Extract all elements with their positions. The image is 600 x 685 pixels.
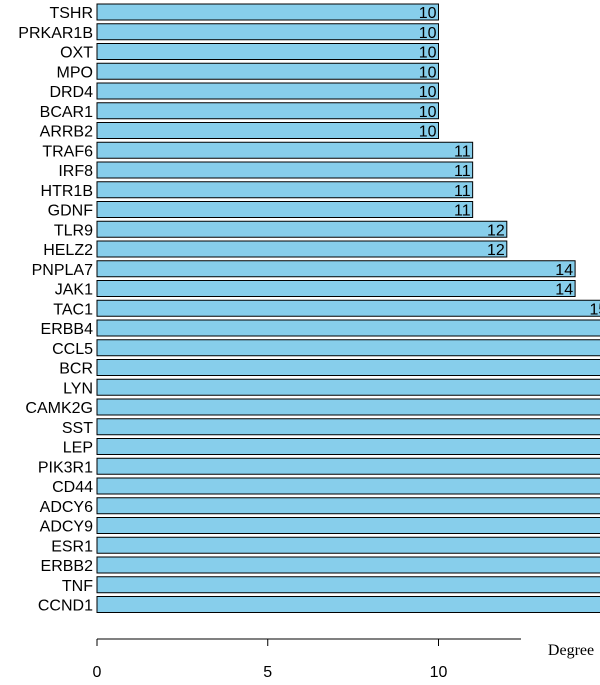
category-labels: TSHR PRKAR1B OXT MPO DRD4 BCAR1 ARRB2 TRAF6 IRF8… [18, 5, 93, 615]
bar [96, 438, 600, 455]
bar [96, 477, 600, 495]
bar [96, 43, 439, 60]
bar [96, 418, 600, 436]
value-label: 11 [454, 143, 471, 160]
category-label: PIK3R1 [38, 459, 93, 476]
category-label: JAK1 [55, 282, 93, 299]
x-ticks-group: 0510152025 [93, 639, 448, 681]
category-label: GDNF [48, 203, 94, 220]
category-label: TSHR [49, 5, 93, 22]
x-tick-label: 0 [93, 664, 102, 681]
category-label: BCAR1 [40, 104, 93, 121]
bar [96, 280, 576, 297]
category-label: ESR1 [51, 538, 93, 555]
value-label: 10 [419, 45, 437, 62]
bar [96, 161, 474, 179]
bar [96, 398, 600, 416]
bar [96, 536, 600, 554]
category-label: TNF [62, 578, 93, 595]
value-label: 12 [487, 242, 505, 259]
bar [96, 260, 576, 278]
category-label: PRKAR1B [18, 25, 93, 42]
category-label: MPO [57, 64, 93, 81]
category-label: TLR9 [54, 222, 93, 239]
category-label: OXT [60, 45, 93, 62]
bar [96, 201, 474, 218]
category-label: TAC1 [53, 301, 93, 318]
bar [96, 359, 600, 376]
x-tick-label: 10 [430, 664, 448, 681]
bar [96, 299, 600, 317]
category-label: HELZ2 [43, 242, 93, 259]
value-label: 12 [487, 222, 505, 239]
bar [96, 339, 600, 357]
bars-group [96, 3, 600, 613]
category-label: DRD4 [49, 84, 93, 101]
x-axis: 0510152025 Degree [93, 638, 594, 681]
bar [96, 596, 600, 613]
bar [96, 62, 439, 80]
value-label: 11 [454, 183, 471, 200]
category-label: CCND1 [38, 598, 93, 615]
category-label: HTR1B [41, 183, 93, 200]
x-tick-label: 5 [263, 664, 272, 681]
bar [96, 220, 508, 238]
value-label: 11 [454, 203, 471, 220]
x-axis-title: Degree [548, 642, 594, 659]
bar [96, 122, 439, 139]
category-label: ERBB4 [41, 321, 94, 338]
category-label: ERBB2 [41, 558, 94, 575]
bar [96, 102, 439, 120]
category-label: LEP [63, 440, 93, 457]
category-label: LYN [63, 380, 93, 397]
bar [96, 319, 600, 337]
bar [96, 82, 439, 100]
bar [96, 141, 474, 159]
category-label: PNPLA7 [32, 262, 93, 279]
value-label: 10 [419, 5, 437, 22]
bar [96, 23, 439, 41]
category-label: ADCY9 [40, 519, 93, 536]
category-label: BCR [59, 361, 93, 378]
value-label: 10 [419, 25, 437, 42]
bar [96, 181, 474, 199]
value-label: 14 [555, 262, 573, 279]
category-label: TRAF6 [42, 143, 93, 160]
bar [96, 497, 600, 515]
category-label: ADCY6 [40, 499, 93, 516]
value-labels: 1010101010101011111111121214141517171718… [419, 5, 600, 318]
value-label: 10 [419, 124, 437, 141]
value-label: 15 [589, 301, 600, 318]
bar [96, 3, 439, 21]
category-label: CAMK2G [25, 400, 93, 417]
bar [96, 378, 600, 396]
category-label: IRF8 [58, 163, 93, 180]
category-label: CD44 [52, 479, 93, 496]
value-label: 10 [419, 64, 437, 81]
category-label: ARRB2 [40, 124, 93, 141]
value-label: 10 [419, 104, 437, 121]
bar [96, 556, 600, 574]
value-label: 11 [454, 163, 471, 180]
bar [96, 517, 600, 534]
category-label: SST [62, 420, 93, 437]
bar [96, 576, 600, 594]
value-label: 14 [555, 282, 573, 299]
bar [96, 457, 600, 475]
value-label: 10 [419, 84, 437, 101]
bar [96, 240, 508, 258]
category-label: CCL5 [52, 341, 93, 358]
